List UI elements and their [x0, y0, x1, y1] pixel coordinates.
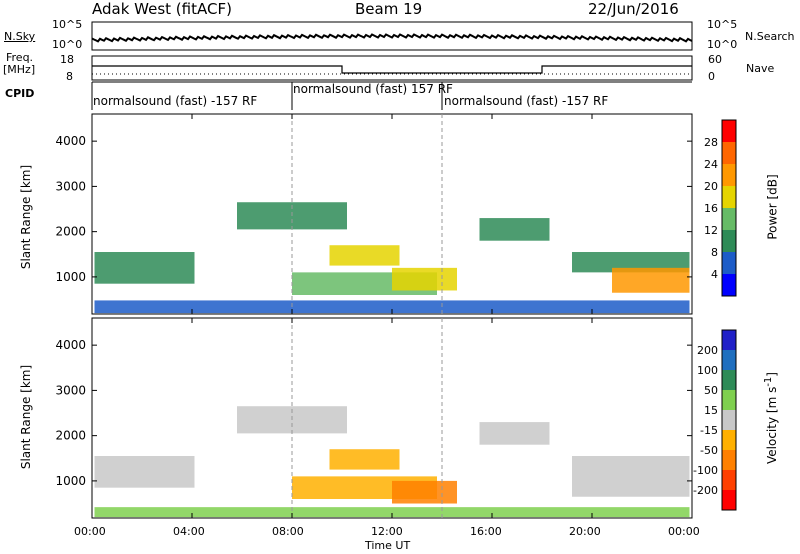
- noise-sky-series: [91, 33, 693, 43]
- colorbar-tick-label: 28: [704, 136, 718, 149]
- velocity-panel: 1000 2000 3000 4000 200 100 50 15 -15 -50 -100 -200: [55, 317, 737, 519]
- colorbar-bin: [722, 142, 736, 164]
- colorbar-bin: [722, 350, 736, 370]
- colorbar-bin: [722, 450, 736, 470]
- freq-label: Freq.: [6, 51, 34, 64]
- colorbar-tick-label: 12: [704, 224, 718, 237]
- data-region: [392, 267, 457, 291]
- colorbar-bin: [722, 274, 736, 296]
- power-panel: 1000 2000 3000 4000 4 8 12 16 20 24 28: [55, 113, 737, 315]
- data-region: [94, 252, 195, 284]
- freq-left-tick-top: 18: [60, 53, 74, 66]
- colorbar-bin: [722, 370, 736, 390]
- colorbar-tick-label: -200: [693, 484, 718, 497]
- colorbar-tick-label: 24: [704, 158, 718, 171]
- noise-right-tick-bottom: 10^0: [707, 38, 738, 51]
- cpid-segment: normalsound (fast) 157 RF: [293, 82, 453, 96]
- data-region: [94, 456, 195, 488]
- noise-left-tick-bottom: 10^0: [52, 38, 83, 51]
- colorbar-tick-label: 8: [711, 246, 718, 259]
- colorbar-bin: [722, 230, 736, 252]
- x-axis-label: Time UT: [365, 539, 411, 552]
- nave-label: Nave: [746, 62, 775, 75]
- nave-right-tick-bottom: 0: [708, 70, 715, 83]
- data-region: [94, 507, 690, 518]
- freq-series: [92, 65, 692, 74]
- y-tick-label: 1000: [55, 474, 86, 488]
- colorbar-tick-label: 50: [704, 384, 718, 397]
- y-tick-label: 3000: [55, 383, 86, 397]
- colorbar-bin: [722, 390, 736, 410]
- noise-right-tick-top: 10^5: [707, 18, 738, 31]
- colorbar-bin: [722, 430, 736, 450]
- noise-panel-frame: [91, 21, 693, 51]
- colorbar-bin: [722, 490, 736, 510]
- colorbar-frame: [721, 329, 737, 511]
- colorbar-frame: [721, 119, 737, 297]
- y-tick-label: 3000: [55, 179, 86, 193]
- colorbar-tick-label: 100: [697, 364, 718, 377]
- x-tick-label: 20:00: [569, 525, 601, 538]
- colorbar-bin: [722, 208, 736, 230]
- colorbar-bin: [722, 164, 736, 186]
- x-tick-label: 12:00: [371, 525, 403, 538]
- nave-right-tick-top: 60: [708, 53, 722, 66]
- data-region: [479, 218, 550, 241]
- colorbar-tick-label: 20: [704, 180, 718, 193]
- data-region: [392, 480, 457, 504]
- y-tick-label: 1000: [55, 270, 86, 284]
- cpid-segment: normalsound (fast) -157 RF: [93, 94, 258, 108]
- noise-sky-label: N.Sky: [4, 30, 36, 43]
- noise-search-label: N.Search: [745, 30, 795, 43]
- cpid-label: CPID: [5, 87, 35, 100]
- x-tick-label: 08:00: [272, 525, 304, 538]
- colorbar-bin: [722, 330, 736, 350]
- freq-panel-frame: [91, 55, 693, 81]
- colorbar-tick-label: 16: [704, 202, 718, 215]
- colorbar-tick-label: 15: [704, 404, 718, 417]
- y-tick-label: 4000: [55, 134, 86, 148]
- x-tick-label: 04:00: [173, 525, 205, 538]
- colorbar-bin: [722, 470, 736, 490]
- freq-unit: [MHz]: [3, 63, 36, 76]
- colorbar-tick-label: -50: [700, 444, 718, 457]
- colorbar-bin: [722, 252, 736, 274]
- y-tick-label: 4000: [55, 338, 86, 352]
- data-region: [572, 456, 690, 497]
- colorbar-tick-label: 200: [697, 344, 718, 357]
- y-tick-label: 2000: [55, 225, 86, 239]
- colorbar-tick-label: 4: [711, 268, 718, 281]
- noise-left-tick-top: 10^5: [52, 18, 83, 31]
- x-tick-label: 16:00: [470, 525, 502, 538]
- station-title: Adak West (fitACF): [92, 0, 232, 18]
- colorbar-bin: [722, 410, 736, 430]
- y-tick-label: 2000: [55, 429, 86, 443]
- data-region: [329, 449, 400, 470]
- x-tick-label: 00:00: [668, 525, 700, 538]
- colorbar-tick-label: -100: [693, 464, 718, 477]
- colorbar-tick-label: -15: [700, 424, 718, 437]
- beam-label: Beam 19: [355, 0, 423, 18]
- colorbar-bin: [722, 120, 736, 142]
- cpid-segment: normalsound (fast) -157 RF: [444, 94, 609, 108]
- x-tick-label: 00:00: [74, 525, 106, 538]
- data-region: [572, 252, 690, 273]
- freq-left-tick-bottom: 8: [66, 70, 73, 83]
- date-label: 22/Jun/2016: [588, 0, 679, 18]
- data-region: [94, 300, 690, 314]
- data-region: [479, 422, 550, 445]
- data-region: [612, 267, 690, 293]
- colorbar-bin: [722, 186, 736, 208]
- data-region: [329, 245, 400, 266]
